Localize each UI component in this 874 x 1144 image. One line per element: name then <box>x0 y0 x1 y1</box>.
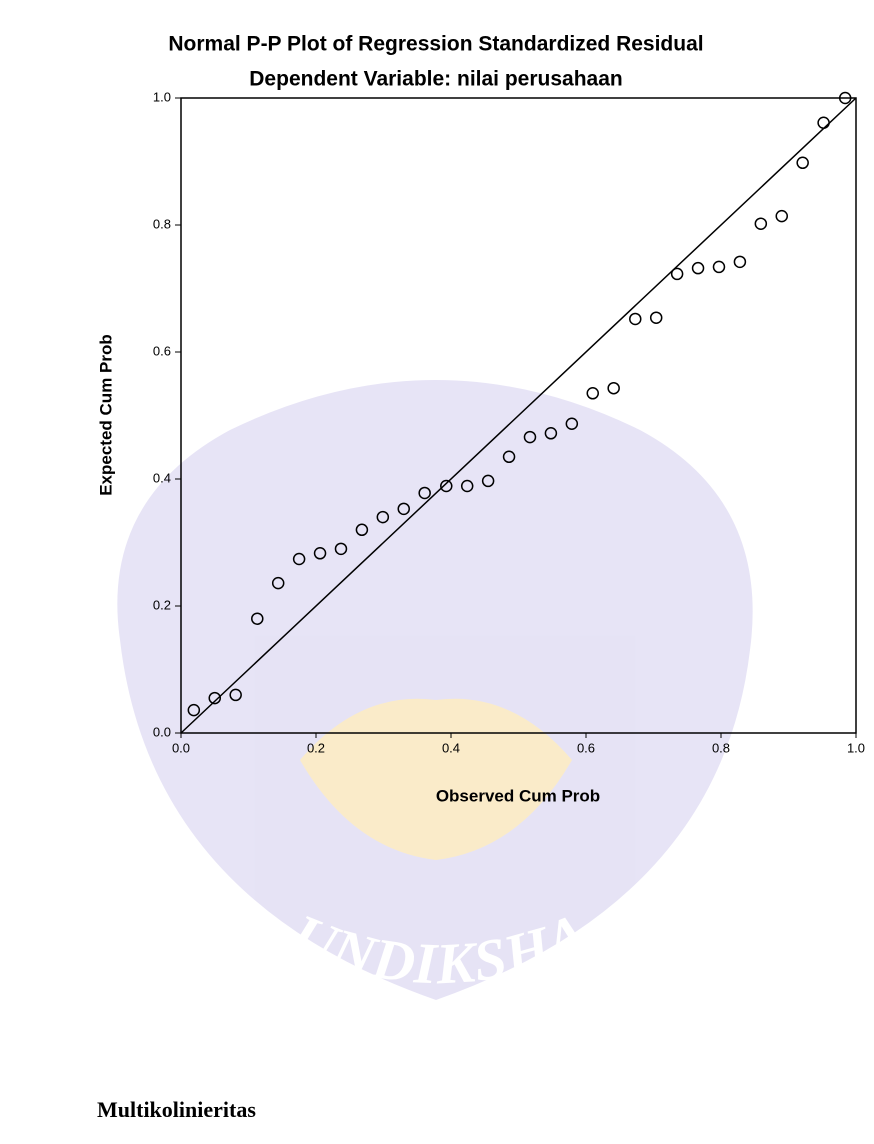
watermark-logo: UNDIKSHA <box>117 380 753 1000</box>
data-point <box>544 427 558 440</box>
data-point <box>565 417 579 431</box>
plot-frame <box>180 97 857 734</box>
data-point <box>229 688 242 702</box>
data-point <box>670 267 684 281</box>
data-point <box>691 261 705 275</box>
data-point <box>629 312 642 326</box>
data-point <box>397 502 410 516</box>
data-point <box>187 703 201 717</box>
x-tick-label: 0.0 <box>172 740 190 755</box>
y-tick-label: 0.6 <box>153 343 171 358</box>
data-point <box>607 381 620 395</box>
data-point <box>817 116 830 130</box>
x-tick-label: 0.8 <box>712 740 730 755</box>
reference-line <box>180 97 857 734</box>
y-tick-label: 0.0 <box>153 724 171 739</box>
y-tick-label: 0.4 <box>153 470 171 485</box>
chart-subtitle: Dependent Variable: nilai perusahaan <box>249 68 622 91</box>
data-point <box>796 156 809 170</box>
y-axis-label: Expected Cum Prob <box>96 334 115 496</box>
y-tick-label: 0.2 <box>153 597 171 612</box>
data-point <box>481 474 495 488</box>
data-point <box>271 576 285 590</box>
data-point <box>838 91 852 105</box>
section-heading: Multikolinieritas <box>97 1097 256 1122</box>
data-point <box>440 479 453 493</box>
data-point <box>712 260 726 274</box>
x-axis-label: Observed Cum Prob <box>436 786 600 805</box>
data-point <box>649 311 663 324</box>
chart-title: Normal P-P Plot of Regression Standardiz… <box>168 33 703 56</box>
data-point <box>251 612 264 625</box>
data-point <box>418 486 431 500</box>
data-point <box>355 523 369 537</box>
y-tick-label: 1.0 <box>153 89 171 104</box>
x-tick-label: 1.0 <box>847 740 865 755</box>
data-point <box>754 217 768 230</box>
data-point <box>733 255 747 269</box>
watermark-shape <box>117 380 753 1000</box>
data-point <box>460 479 474 493</box>
data-point <box>775 209 788 223</box>
data-point <box>586 387 599 400</box>
x-tick-label: 0.6 <box>577 740 595 755</box>
x-tick-label: 0.4 <box>442 740 460 755</box>
data-point <box>208 691 221 705</box>
data-point <box>292 552 306 566</box>
watermark-lotus <box>300 698 572 860</box>
data-point <box>502 450 516 464</box>
data-point <box>523 430 537 444</box>
y-tick-label: 0.8 <box>153 216 171 231</box>
data-point <box>376 510 390 524</box>
data-point <box>334 542 348 556</box>
data-point <box>313 547 327 560</box>
x-tick-label: 0.2 <box>307 740 325 755</box>
